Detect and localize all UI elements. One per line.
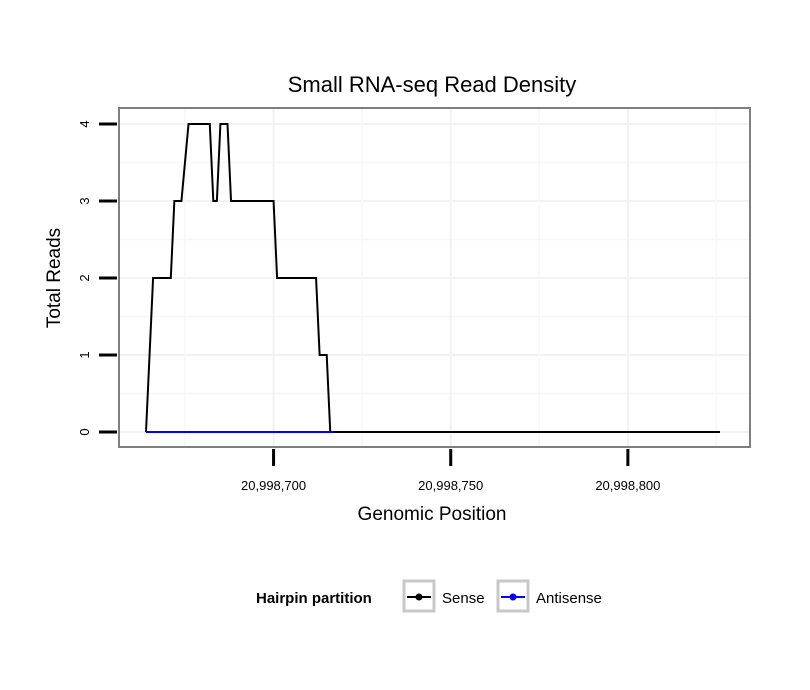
series-layer [145, 123, 720, 433]
x-tick-label: 20,998,800 [595, 478, 660, 493]
y-tick-label: 4 [77, 120, 92, 127]
series-line-sense [145, 123, 720, 433]
y-tick-label: 2 [77, 274, 92, 281]
x-axis: 20,998,700 20,998,750 20,998,800 [241, 449, 660, 493]
legend-point-antisense [509, 593, 517, 601]
legend-point-sense [415, 593, 423, 601]
x-tick-label: 20,998,750 [418, 478, 483, 493]
plot-panel-border [118, 107, 751, 448]
legend: Hairpin partition Sense Antisense [256, 579, 602, 613]
grid-lines [119, 108, 750, 447]
y-tick-label: 0 [77, 428, 92, 435]
legend-label-sense: Sense [442, 590, 485, 607]
y-axis: 0 1 2 3 4 [77, 120, 117, 436]
y-axis-title: Total Reads [44, 228, 65, 328]
legend-item-antisense: Antisense [496, 579, 602, 613]
y-tick-label: 1 [77, 351, 92, 358]
y-tick-label: 3 [77, 197, 92, 204]
x-tick-label: 20,998,700 [241, 478, 306, 493]
x-axis-title: Genomic Position [358, 504, 507, 525]
chart-title: Small RNA-seq Read Density [288, 72, 577, 97]
legend-label-antisense: Antisense [536, 590, 602, 607]
legend-title: Hairpin partition [256, 590, 372, 607]
legend-item-sense: Sense [402, 579, 485, 613]
